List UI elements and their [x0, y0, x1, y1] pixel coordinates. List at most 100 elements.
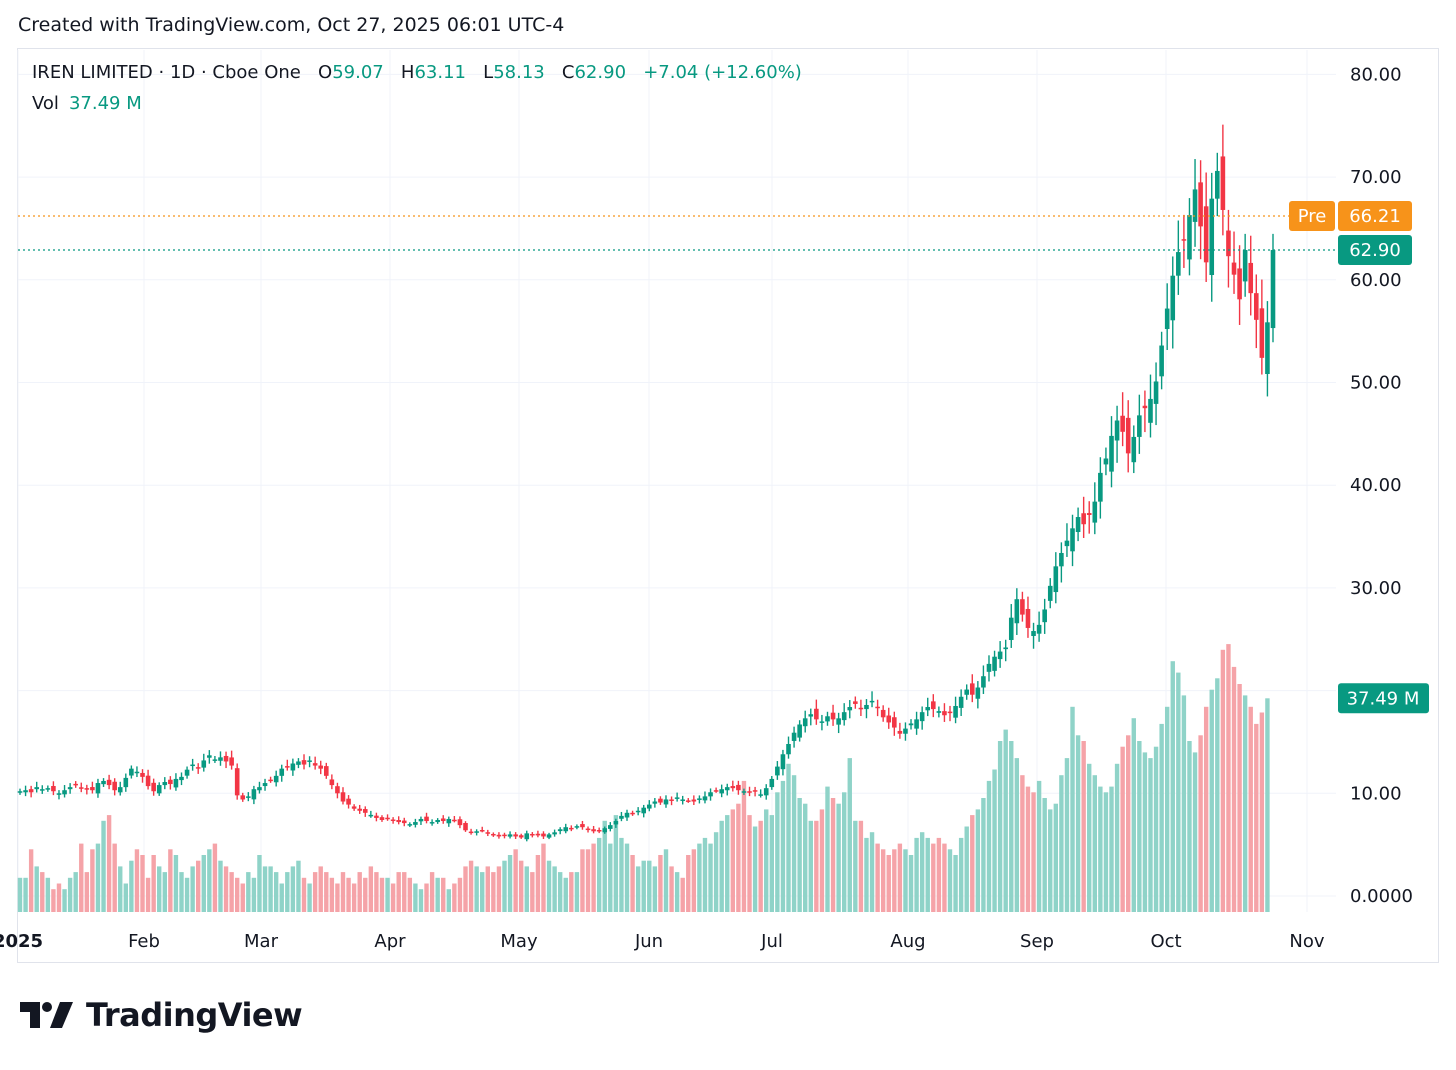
volume-bar [279, 883, 284, 912]
candle-body [262, 783, 268, 787]
candle-body [763, 788, 769, 796]
volume-bar [719, 820, 724, 912]
candle-body [357, 808, 363, 811]
volume-bar [1014, 758, 1020, 912]
volume-bar [307, 883, 312, 912]
volume-bar [569, 872, 574, 912]
candle-body [1153, 381, 1159, 404]
candle-body [285, 766, 290, 768]
close-value: 62.90 [574, 62, 627, 83]
candle-body [652, 801, 658, 804]
volume-bar [652, 866, 658, 912]
volume-bar [953, 855, 958, 912]
candle-body [580, 824, 585, 828]
volume-bar [958, 837, 964, 912]
open-label: O [318, 62, 333, 83]
pre-price-badge [1338, 201, 1412, 232]
volume-badge-text: 37.49 M [1347, 688, 1420, 709]
volume-bar [1198, 735, 1203, 912]
candle-body [1031, 631, 1036, 636]
candle-body [713, 790, 719, 792]
volume-bar [875, 843, 880, 912]
candle-body [719, 789, 724, 794]
volume-bar [1259, 712, 1265, 912]
candle-body [1215, 170, 1220, 199]
volume-bar [858, 820, 864, 912]
candle-body [452, 819, 457, 822]
volume-bar [413, 883, 418, 912]
volume-bar [741, 780, 747, 912]
volume-bar [808, 820, 813, 912]
y-axis-tick: 40.00 [1350, 475, 1402, 496]
candle-body [680, 799, 685, 801]
candle-body [429, 822, 435, 824]
tradingview-logo-icon [20, 1002, 73, 1028]
volume-bar [1170, 661, 1175, 912]
candle-body [908, 723, 914, 726]
volume-bar [424, 883, 429, 912]
candle-body [385, 817, 390, 820]
volume-bar [758, 820, 763, 912]
candle-body [914, 719, 919, 729]
candle-body [869, 700, 875, 703]
volume-bar [658, 855, 663, 912]
candle-body [780, 754, 786, 770]
volume-bar [563, 877, 568, 912]
candle-body [507, 834, 513, 837]
volume-bar [591, 843, 596, 912]
candle-body [368, 814, 374, 817]
candle-body [413, 822, 418, 825]
candle-body [17, 791, 23, 793]
volume-bar [1109, 786, 1114, 912]
candle-body [585, 828, 591, 831]
candle-body [73, 783, 78, 786]
volume-bar [1098, 786, 1103, 912]
pre-label-badge [1289, 201, 1335, 232]
candle-body [312, 763, 318, 766]
volume-bar [1036, 780, 1042, 912]
candle-body [513, 834, 518, 837]
volume-bar [1048, 809, 1053, 912]
candle-body [1053, 566, 1059, 593]
volume-bar [101, 820, 106, 912]
candle-body [201, 760, 207, 768]
volume-bar [184, 877, 190, 912]
volume-bar [1075, 735, 1081, 912]
candle-body [329, 779, 335, 786]
volume-bar [975, 809, 981, 912]
candle-body [390, 819, 396, 822]
low-label: L [483, 62, 494, 83]
candle-body [1120, 415, 1125, 432]
candle-body [446, 818, 452, 824]
x-axis-tick: Sep [1020, 931, 1054, 952]
candle-body [953, 706, 958, 718]
volume-bar [157, 866, 162, 912]
candle-body [880, 709, 886, 718]
candle-body [1170, 275, 1176, 321]
candle-body [396, 820, 401, 823]
candle-body [418, 818, 424, 822]
volume-bar [1192, 752, 1198, 912]
candle-body [1020, 599, 1025, 615]
candle-body [919, 712, 925, 722]
candle-body [90, 787, 95, 791]
candle-body [323, 766, 329, 776]
volume-bar [981, 798, 986, 912]
volume-bar [257, 855, 262, 912]
candle-body [897, 730, 903, 734]
volume-bar [1231, 666, 1237, 912]
volume-bar [168, 849, 173, 912]
candle-body [1098, 472, 1103, 502]
candle-body [351, 806, 357, 809]
volume-bar [997, 741, 1003, 912]
symbol-label[interactable]: IREN LIMITED · 1D · Cboe One [32, 62, 301, 83]
volume-bar [825, 786, 830, 912]
volume-bar [574, 872, 580, 912]
candle-body [318, 765, 324, 769]
volume-bar [1114, 763, 1120, 912]
volume-bar [619, 837, 624, 912]
candle-body [28, 789, 34, 793]
candle-body [301, 760, 307, 765]
volume-bar [296, 860, 301, 912]
